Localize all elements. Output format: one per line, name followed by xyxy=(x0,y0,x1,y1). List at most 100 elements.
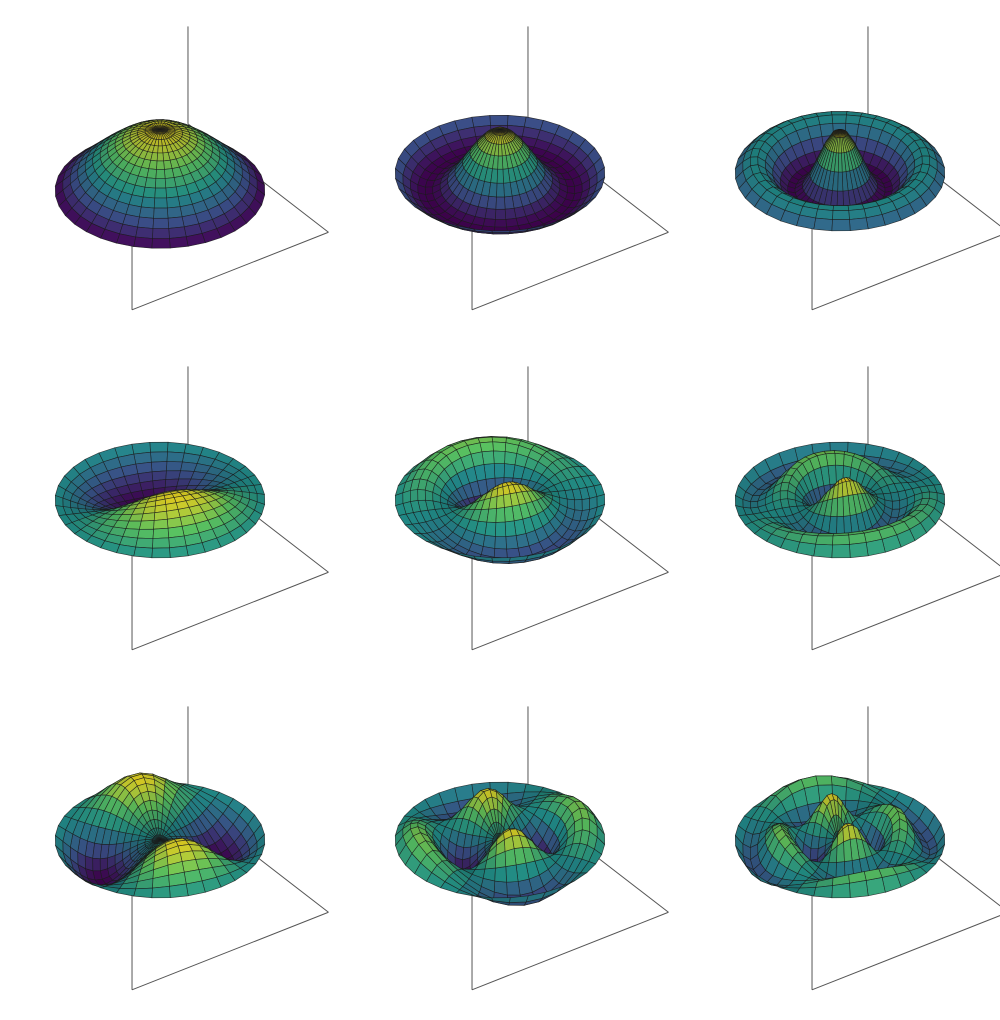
mesh-cell xyxy=(504,196,514,209)
mesh-cell xyxy=(147,169,157,179)
surface-plot-r2c3 xyxy=(670,340,1000,680)
mesh-cell xyxy=(166,462,182,471)
mesh-cell xyxy=(838,172,843,191)
axes-box-edge xyxy=(812,572,1000,650)
surface-panel-r3c1 xyxy=(0,680,330,1020)
mesh-cell xyxy=(866,539,885,556)
mesh-cell xyxy=(403,491,411,504)
surface-mesh xyxy=(395,782,604,905)
mesh-cell xyxy=(832,220,850,231)
mesh-cell xyxy=(833,535,850,545)
axes-box-edge xyxy=(472,912,668,990)
mesh-cell xyxy=(167,197,181,208)
surface-panel-r3c3 xyxy=(670,680,1000,1020)
mesh-cell xyxy=(837,516,845,535)
surface-plot-r1c2 xyxy=(330,0,670,340)
mesh-cell xyxy=(134,237,153,248)
surface-plot-r1c1 xyxy=(0,0,330,340)
axes-box-edge xyxy=(472,572,668,650)
mesh-cell xyxy=(567,186,575,193)
mesh-cell xyxy=(170,237,189,248)
mesh-cell xyxy=(780,491,788,500)
mesh-cell xyxy=(165,178,176,188)
mesh-cell xyxy=(170,884,189,898)
mesh-cell xyxy=(154,208,168,218)
mesh-cell xyxy=(170,546,189,558)
mesh-cell xyxy=(157,161,165,170)
surface-panel-r1c2 xyxy=(330,0,670,340)
mesh-cell xyxy=(850,218,869,231)
surface-plot-r3c2 xyxy=(330,680,670,1020)
mesh-cell xyxy=(154,198,167,208)
mesh-cell xyxy=(487,508,497,522)
mesh-cell xyxy=(832,544,850,557)
mesh-cell xyxy=(485,208,496,219)
mesh-cell xyxy=(505,208,516,219)
mesh-cell xyxy=(158,146,163,153)
surface-panel-r3c2 xyxy=(330,680,670,1020)
mesh-cell xyxy=(134,547,153,558)
mesh-cell xyxy=(156,169,165,178)
mesh-cell xyxy=(850,543,869,558)
mesh-cell xyxy=(463,847,471,860)
axes-box-edge xyxy=(132,572,328,650)
mesh-cell xyxy=(922,492,930,499)
mesh-cell xyxy=(814,544,833,558)
mesh-cell xyxy=(154,519,168,529)
mesh-cell xyxy=(485,522,496,536)
mesh-cell xyxy=(494,549,507,559)
mesh-cell xyxy=(139,521,154,530)
mesh-cell xyxy=(141,197,155,208)
mesh-cell xyxy=(153,528,169,538)
surface-mesh xyxy=(735,112,944,231)
mesh-cell xyxy=(497,495,505,508)
mesh-cell xyxy=(496,197,505,209)
mesh-cell xyxy=(493,442,506,452)
mesh-cell xyxy=(152,238,170,248)
mesh-cell xyxy=(582,498,590,510)
surface-panel-r2c2 xyxy=(330,340,670,680)
mesh-cell xyxy=(846,115,861,125)
mesh-cell xyxy=(134,888,153,898)
mesh-cell xyxy=(838,153,842,172)
mesh-cell xyxy=(490,115,508,125)
mesh-cell xyxy=(505,521,516,537)
mesh-cell xyxy=(483,219,495,228)
mesh-cell xyxy=(480,442,494,452)
mesh-cell xyxy=(150,442,168,452)
mesh-cell xyxy=(166,187,178,198)
surface-panel-r1c1 xyxy=(0,0,330,340)
surface-plot-r2c1 xyxy=(0,340,330,680)
mesh-cell xyxy=(505,452,517,465)
mesh-cell xyxy=(506,536,518,550)
axes-box-edge xyxy=(812,912,1000,990)
mesh-cell xyxy=(493,451,505,464)
mesh-cell xyxy=(418,490,426,501)
mesh-cell xyxy=(153,538,170,548)
mesh-cell xyxy=(492,231,510,233)
mesh-cell xyxy=(136,227,153,238)
mesh-cell xyxy=(498,156,503,169)
mesh-cell xyxy=(814,218,833,231)
mesh-cell xyxy=(495,536,507,549)
mesh-cell xyxy=(157,153,164,161)
mesh-cell xyxy=(487,196,497,209)
mesh-cell xyxy=(151,452,168,462)
surface-mesh xyxy=(735,442,944,558)
mesh-cell xyxy=(152,471,166,481)
mesh-cell xyxy=(145,178,156,188)
surface-plot-r3c1 xyxy=(0,680,330,1020)
surface-plot-r1c3 xyxy=(670,0,1000,340)
mesh-cell xyxy=(143,187,155,198)
mesh-cell xyxy=(864,444,883,458)
mesh-cell xyxy=(832,883,850,898)
mesh-cell xyxy=(832,115,846,123)
axes-box-edge xyxy=(472,232,668,310)
surface-mesh xyxy=(55,120,264,249)
mesh-cell xyxy=(833,206,849,211)
mesh-cell xyxy=(495,867,507,883)
mesh-cell xyxy=(504,506,514,522)
mesh-cell xyxy=(168,442,187,453)
mesh-cell xyxy=(831,112,847,116)
mesh-cell xyxy=(472,115,491,127)
